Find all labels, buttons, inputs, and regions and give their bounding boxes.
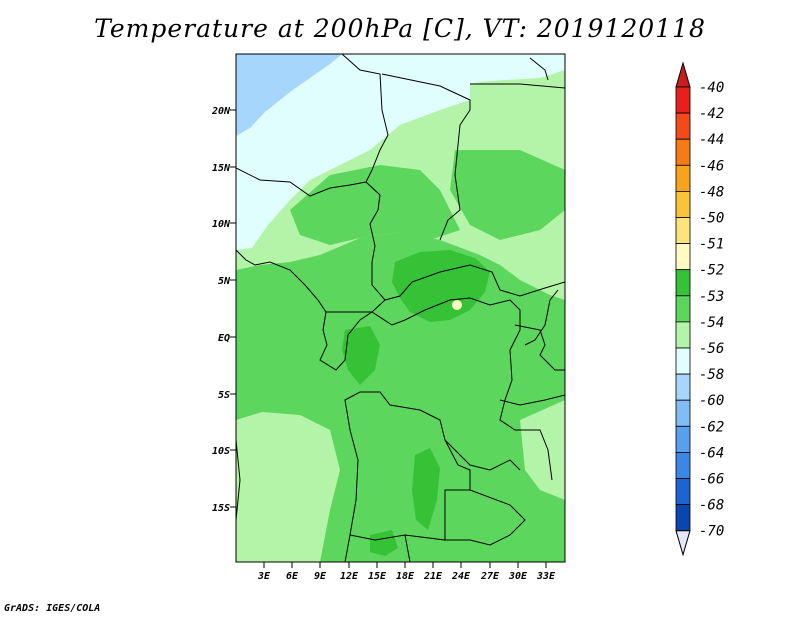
lon-label: 18E (396, 571, 415, 582)
colorbar-label: -48 (699, 184, 724, 200)
lat-label: 10S (212, 446, 230, 457)
lon-label: 27E (480, 571, 500, 582)
colorbar-swatch (675, 478, 691, 506)
lon-label: 12E (340, 571, 359, 582)
lon-label: 15E (368, 571, 387, 582)
colorbar-swatch (675, 373, 691, 401)
colorbar-label: -54 (699, 315, 724, 331)
lat-label: 10N (212, 219, 231, 230)
field-56-ne (470, 54, 565, 84)
colorbar-label: -51 (699, 237, 724, 253)
field-58 (236, 54, 342, 136)
colorbar-swatch (675, 504, 691, 532)
colorbar-swatch (675, 451, 691, 479)
lon-label: 24E (451, 571, 471, 582)
colorbar-label: -64 (699, 445, 724, 461)
map-frame (235, 53, 566, 563)
colorbar-swatch (675, 164, 691, 192)
colorbar-label: -40 (699, 80, 724, 96)
field-51 (452, 300, 462, 310)
colorbar-top-arrow (675, 61, 691, 88)
field-56 (236, 54, 470, 250)
lon-label: 21E (423, 571, 443, 582)
colorbar-label: -42 (699, 106, 724, 122)
colorbar-label: -68 (699, 498, 724, 514)
colorbar-swatch (675, 425, 691, 453)
lon-label: 9E (314, 571, 327, 582)
lat-label: EQ (218, 333, 230, 344)
lat-label: 15N (212, 163, 231, 174)
colorbar-label: -52 (699, 263, 724, 279)
lon-label: 33E (536, 571, 556, 582)
lon-label: 30E (508, 571, 528, 582)
field-52-core (392, 250, 490, 322)
field-52-sw (370, 530, 398, 556)
colorbar-swatch (675, 243, 691, 271)
colorbar-label: -66 (699, 472, 724, 488)
map-title: Temperature at 200hPa [C], VT: 201912011… (94, 14, 706, 43)
colorbar-label: -56 (699, 341, 724, 357)
latitude-labels: 20N 15N 10N 5N EQ 5S 10S 15S (211, 106, 231, 514)
colorbar-legend: -40 -42 -44 -46 -48 -50 -51 -52 -53 -54 -56 -58 -60 -… (675, 61, 724, 557)
field-54-east (520, 400, 565, 500)
colorbar-swatch (675, 138, 691, 166)
colorbar-label: -53 (699, 289, 724, 305)
colorbar-swatch (675, 347, 691, 375)
colorbar-swatch (675, 112, 691, 140)
field-52-west (342, 326, 380, 385)
field-53-ne (450, 150, 565, 240)
longitude-labels: 3E 6E 9E 12E 15E 18E 21E 24E 27E 30E 33E (257, 571, 556, 582)
colorbar-label: -46 (699, 158, 724, 174)
colorbar-swatch (675, 399, 691, 427)
lat-label: 20N (211, 106, 231, 117)
colorbar-label: -58 (699, 367, 724, 383)
colorbar-swatch (675, 190, 691, 218)
field-52-south (412, 448, 440, 530)
colorbar-swatch (675, 321, 691, 349)
lon-label: 6E (286, 571, 299, 582)
colorbar-label: -70 (699, 524, 724, 540)
colorbar-swatch (675, 269, 691, 297)
lat-label: 5N (218, 276, 231, 287)
field-54-southwest (236, 412, 340, 562)
lon-label: 3E (257, 571, 271, 582)
temperature-field (236, 54, 565, 562)
colorbar-swatch (675, 295, 691, 323)
axis-ticks (230, 109, 547, 568)
lat-label: 5S (218, 390, 230, 401)
lat-label: 15S (212, 503, 230, 514)
field-53-north (290, 165, 460, 245)
colorbar-bottom-arrow (675, 530, 691, 557)
country-borders (236, 54, 565, 562)
grads-credit: GrADS: IGES/COLA (4, 603, 101, 614)
colorbar-label: -62 (699, 419, 724, 435)
colorbar-swatch (675, 217, 691, 245)
colorbar-swatch (675, 86, 691, 114)
colorbar-label: -60 (699, 393, 724, 409)
colorbar-label: -44 (699, 132, 724, 148)
colorbar-label: -50 (699, 211, 724, 227)
